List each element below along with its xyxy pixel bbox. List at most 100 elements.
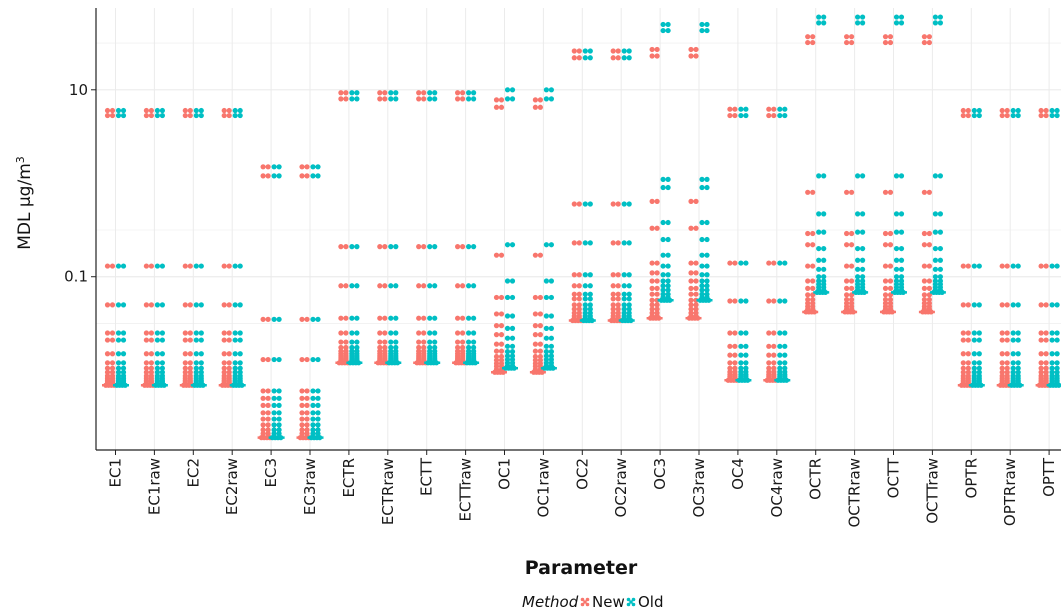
new-point xyxy=(926,263,933,269)
new-point xyxy=(732,298,738,304)
old-point xyxy=(115,112,122,119)
new-point xyxy=(265,164,271,170)
new-point xyxy=(343,315,349,321)
old-point xyxy=(738,365,744,371)
old-point xyxy=(743,260,749,266)
old-point xyxy=(898,14,905,20)
new-point xyxy=(649,270,655,276)
old-point xyxy=(471,330,477,336)
old-point xyxy=(699,184,705,191)
old-point xyxy=(582,296,588,302)
old-point xyxy=(816,14,822,20)
new-point xyxy=(455,90,461,96)
y-tick-label: 10 xyxy=(69,81,88,99)
new-point xyxy=(226,351,232,357)
new-point xyxy=(1038,360,1044,366)
new-point xyxy=(1038,302,1044,308)
new-point xyxy=(187,330,193,336)
new-point xyxy=(999,373,1005,379)
old-point xyxy=(427,96,433,102)
new-point xyxy=(1004,337,1010,343)
new-point xyxy=(965,351,971,357)
new-point xyxy=(104,337,111,343)
new-point xyxy=(999,302,1005,308)
new-point xyxy=(221,302,227,308)
new-point xyxy=(693,198,699,204)
new-point xyxy=(732,112,738,119)
old-point xyxy=(1049,112,1055,119)
new-point xyxy=(844,230,850,237)
old-point xyxy=(310,356,316,363)
new-point xyxy=(532,348,539,354)
new-point xyxy=(849,189,855,195)
new-point xyxy=(221,351,227,357)
old-point xyxy=(777,369,783,375)
new-point xyxy=(304,427,310,433)
new-point xyxy=(771,106,777,112)
new-point xyxy=(338,330,344,336)
old-point xyxy=(1054,365,1060,371)
new-point xyxy=(965,360,971,366)
old-point xyxy=(1054,337,1060,343)
new-point xyxy=(615,306,621,312)
old-point xyxy=(626,310,632,316)
old-point xyxy=(660,27,666,34)
old-point xyxy=(466,330,472,336)
old-point xyxy=(315,316,321,322)
new-point xyxy=(304,356,310,363)
new-point xyxy=(377,90,383,96)
new-point xyxy=(493,252,500,258)
new-point xyxy=(493,332,500,338)
new-point xyxy=(610,283,616,289)
old-point xyxy=(893,245,900,252)
new-point xyxy=(493,341,500,347)
x-tick-label-ec2raw: EC2raw xyxy=(223,458,241,515)
old-point xyxy=(276,430,282,437)
new-point xyxy=(537,104,544,110)
old-point xyxy=(310,402,316,408)
new-point xyxy=(148,373,154,379)
new-point xyxy=(615,240,621,246)
new-point xyxy=(1004,107,1010,114)
old-point xyxy=(432,330,438,336)
new-point xyxy=(416,283,422,289)
old-point xyxy=(898,229,905,235)
old-point xyxy=(821,173,827,179)
old-point xyxy=(898,278,905,284)
x-tick-label-ec3: EC3 xyxy=(262,458,280,488)
new-point xyxy=(377,348,383,354)
old-point xyxy=(932,211,939,217)
old-point xyxy=(665,291,671,297)
new-point xyxy=(654,198,660,204)
old-point xyxy=(587,310,593,316)
new-point xyxy=(960,263,966,269)
old-point xyxy=(471,90,477,96)
new-point xyxy=(649,53,655,59)
old-point xyxy=(115,263,122,269)
new-point xyxy=(143,365,149,371)
new-point xyxy=(688,53,694,59)
old-point xyxy=(237,107,243,114)
new-point xyxy=(421,348,427,354)
old-point xyxy=(315,395,321,401)
old-point xyxy=(855,211,861,217)
old-point xyxy=(393,330,399,336)
old-point xyxy=(855,278,861,284)
old-point xyxy=(349,96,355,102)
old-point xyxy=(271,427,277,433)
new-point xyxy=(377,96,383,102)
new-point xyxy=(771,260,777,266)
old-point xyxy=(427,90,433,96)
old-point xyxy=(543,343,550,349)
new-point xyxy=(109,302,116,308)
new-point xyxy=(926,230,933,237)
old-point xyxy=(937,211,944,217)
new-point xyxy=(654,285,660,291)
new-point xyxy=(416,330,422,336)
new-point xyxy=(221,369,227,375)
new-point xyxy=(498,104,505,110)
old-point xyxy=(777,260,783,266)
new-point xyxy=(304,395,310,401)
new-point xyxy=(143,360,149,366)
new-point xyxy=(455,244,461,250)
